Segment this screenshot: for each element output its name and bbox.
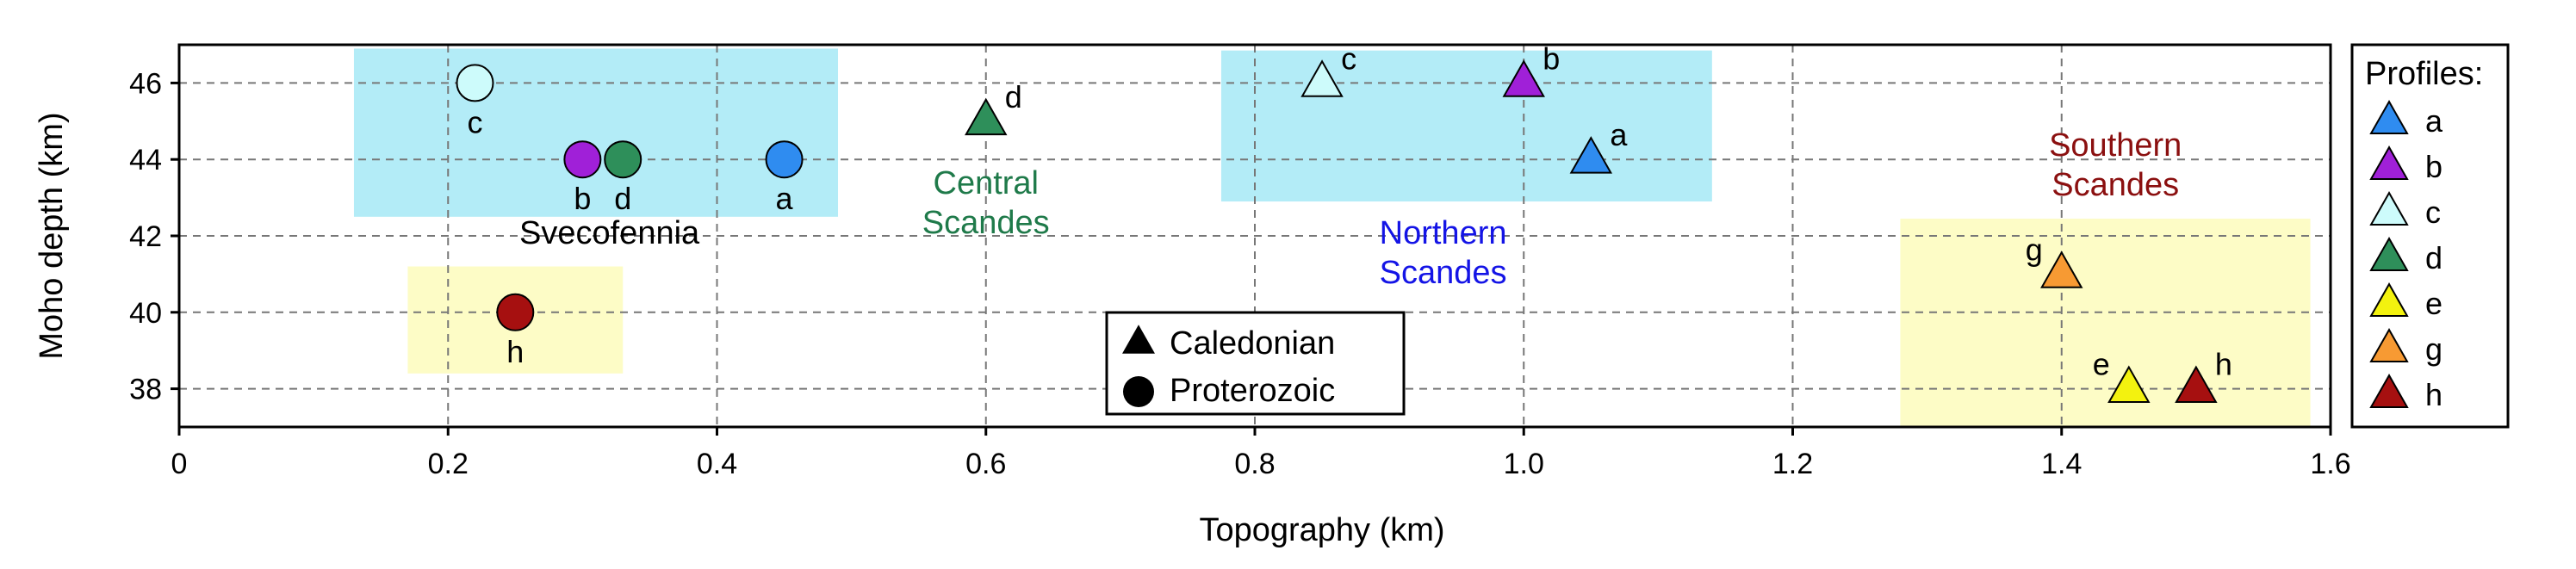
profile-legend-label: g bbox=[2425, 331, 2443, 367]
y-tick-label: 46 bbox=[129, 67, 162, 100]
x-tick-label: 0.2 bbox=[428, 448, 469, 480]
profile-legend-title: Profiles: bbox=[2365, 56, 2483, 92]
profile-legend-label: a bbox=[2425, 103, 2443, 139]
profile-legend-label: d bbox=[2425, 240, 2443, 275]
y-tick-label: 38 bbox=[129, 374, 162, 406]
proterozoic-point-d bbox=[604, 140, 642, 179]
proterozoic-point-a bbox=[765, 140, 804, 179]
point-label: c bbox=[1341, 40, 1356, 76]
caledonian-point-c bbox=[1300, 59, 1344, 97]
profile-legend-label: e bbox=[2425, 286, 2443, 321]
profile-legend-icon-d bbox=[2369, 237, 2409, 272]
region-box bbox=[353, 48, 839, 217]
marker-legend-label: Proterozoic bbox=[1170, 373, 1335, 409]
profile-legend-icon-a bbox=[2369, 100, 2409, 135]
point-label: g bbox=[2026, 232, 2043, 267]
region-label: Central Scandes bbox=[922, 165, 1050, 241]
caledonian-point-d bbox=[965, 97, 1008, 136]
point-label: d bbox=[614, 181, 631, 216]
point-label: h bbox=[506, 334, 524, 369]
point-label: a bbox=[776, 181, 794, 216]
point-label: b bbox=[1542, 40, 1560, 76]
x-axis-label: Topography (km) bbox=[1199, 512, 1444, 548]
caledonian-point-h bbox=[2175, 365, 2218, 403]
profile-legend-icon-g bbox=[2369, 328, 2409, 363]
x-tick-label: 1.4 bbox=[2041, 448, 2082, 480]
proterozoic-point-b bbox=[563, 140, 602, 179]
x-tick-label: 0.4 bbox=[697, 448, 737, 480]
profile-legend-box bbox=[2350, 43, 2510, 429]
region-label: Southern Scandes bbox=[2049, 127, 2182, 203]
profile-legend-icon-b bbox=[2369, 145, 2409, 181]
marker-legend: Caledonian Proterozoic bbox=[1105, 311, 1406, 416]
y-tick-label: 40 bbox=[129, 297, 162, 330]
profile-legend-icon-c bbox=[2369, 191, 2409, 226]
proterozoic-point-c bbox=[456, 64, 494, 102]
region-label: Svecofennia bbox=[519, 215, 700, 251]
x-tick-label: 0.6 bbox=[965, 448, 1006, 480]
profile-legend-label: b bbox=[2425, 149, 2443, 184]
point-label: c bbox=[467, 104, 482, 139]
caledonian-point-e bbox=[2107, 365, 2151, 403]
x-tick-label: 0 bbox=[171, 448, 188, 480]
region-box bbox=[1220, 50, 1712, 202]
caledonian-point-a bbox=[1569, 136, 1613, 174]
ticks-layer: 0 0.2 0.4 0.6 0.8 1.0 1.2 1.4 1.6 38 40 42 44 46 bbox=[129, 67, 2350, 480]
caledonian-point-b bbox=[1502, 59, 1545, 97]
x-tick-label: 1.6 bbox=[2310, 448, 2350, 480]
region-labels-layer: Svecofennia Central Scandes Northern Scandes… bbox=[519, 127, 2182, 291]
proterozoic-point-h bbox=[496, 293, 535, 331]
profile-legend-label: h bbox=[2425, 377, 2443, 412]
legend-circle-icon bbox=[1123, 376, 1154, 407]
y-tick-label: 44 bbox=[129, 144, 162, 176]
point-label: d bbox=[1005, 79, 1022, 114]
point-label: a bbox=[1610, 117, 1628, 152]
point-label: b bbox=[574, 181, 591, 216]
point-label: h bbox=[2215, 347, 2232, 382]
marker-legend-box bbox=[1105, 311, 1406, 416]
marker-legend-label: Caledonian bbox=[1170, 325, 1335, 362]
profile-legend-icon-e bbox=[2369, 282, 2409, 318]
region-label: Northern Scandes bbox=[1380, 215, 1507, 291]
profile-legend-label: c bbox=[2425, 195, 2441, 230]
x-tick-label: 1.2 bbox=[1772, 448, 1813, 480]
point-label: e bbox=[2093, 347, 2110, 382]
x-tick-label: 1.0 bbox=[1504, 448, 1544, 480]
region-box bbox=[1900, 219, 2311, 427]
legend-triangle-icon bbox=[1122, 325, 1155, 354]
caledonian-point-g bbox=[2040, 250, 2083, 288]
y-axis-label: Moho depth (km) bbox=[34, 112, 70, 359]
regions-layer bbox=[353, 48, 2311, 427]
profile-legend-icon-h bbox=[2369, 374, 2409, 409]
x-tick-label: 0.8 bbox=[1234, 448, 1275, 480]
y-tick-label: 42 bbox=[129, 220, 162, 253]
